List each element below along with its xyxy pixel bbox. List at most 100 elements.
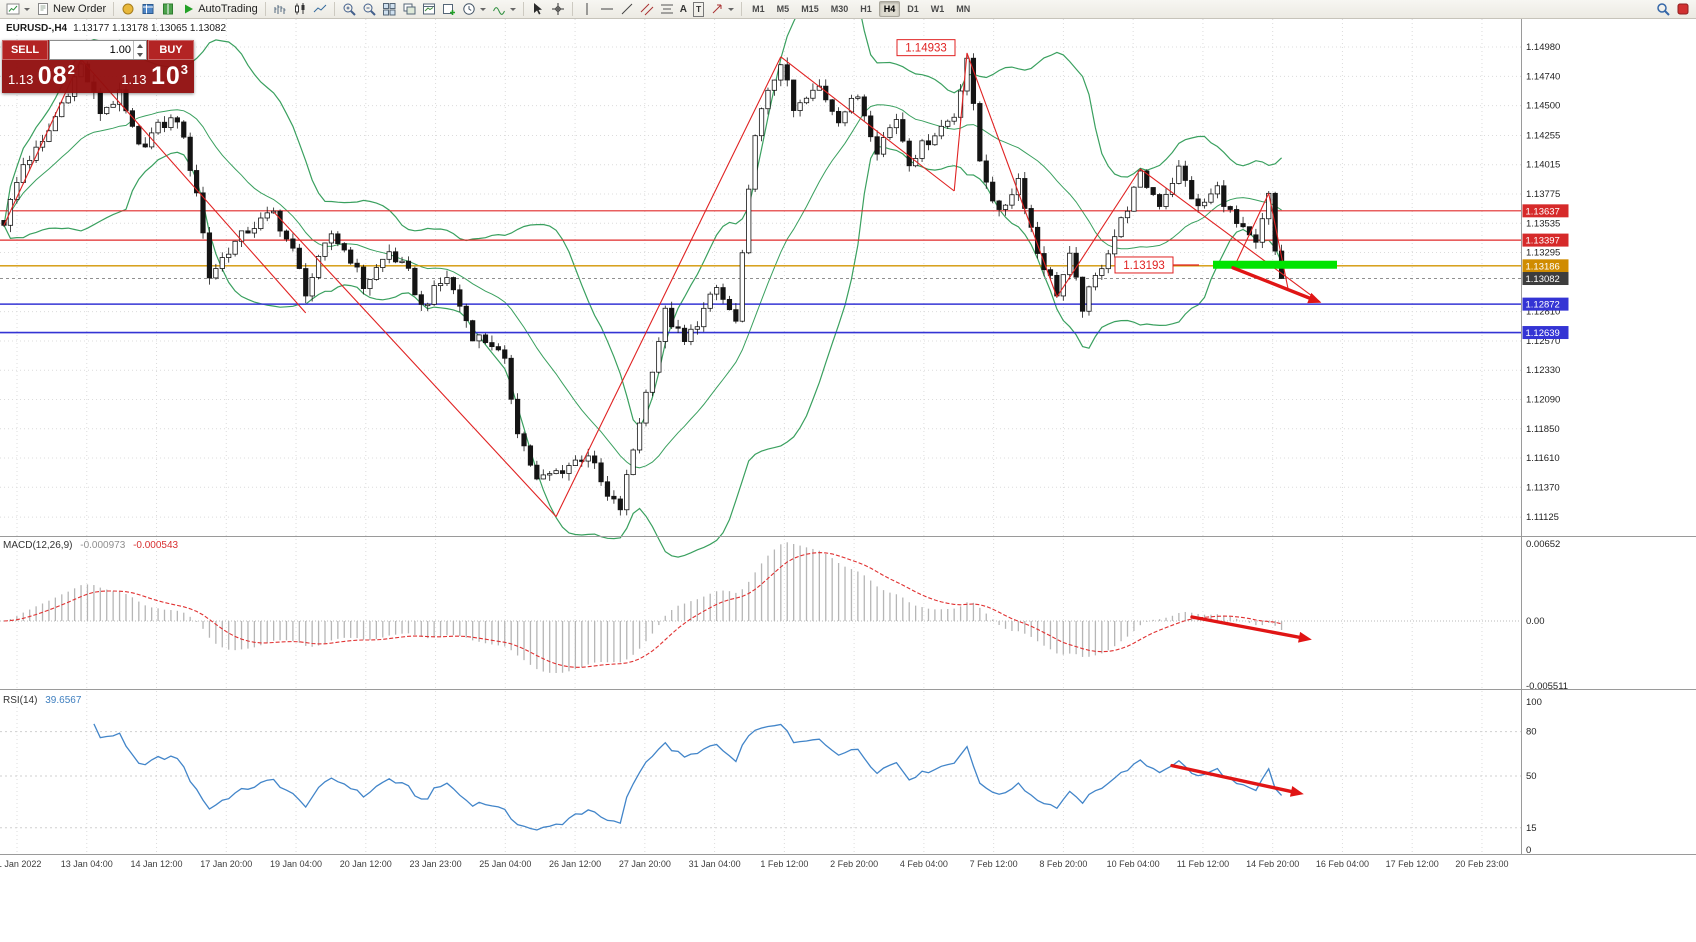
svg-text:14 Feb 20:00: 14 Feb 20:00 bbox=[1246, 859, 1299, 869]
timeframe-mn-button[interactable]: MN bbox=[956, 4, 971, 14]
svg-text:14 Jan 12:00: 14 Jan 12:00 bbox=[130, 859, 182, 869]
svg-text:1.13186: 1.13186 bbox=[1526, 261, 1560, 272]
rsi-title: RSI(14) bbox=[3, 695, 38, 706]
svg-text:1.12872: 1.12872 bbox=[1526, 300, 1560, 311]
cursor-tool-button[interactable] bbox=[529, 1, 547, 18]
zoom-out-button[interactable] bbox=[360, 1, 378, 18]
svg-text:1.14740: 1.14740 bbox=[1526, 71, 1560, 82]
text-tool-button[interactable]: A bbox=[678, 1, 689, 18]
period-dropdown-button[interactable] bbox=[460, 1, 488, 18]
clock-icon bbox=[463, 3, 475, 15]
timeframe-h1-button[interactable]: H1 bbox=[860, 4, 872, 14]
label-tool-button[interactable]: T bbox=[691, 1, 706, 18]
svg-text:1.11125: 1.11125 bbox=[1526, 512, 1559, 523]
indicators-dropdown-button[interactable] bbox=[490, 1, 518, 18]
timeframe-w1-button[interactable]: W1 bbox=[930, 4, 945, 14]
volume-stepper bbox=[133, 41, 146, 59]
svg-text:16 Feb 04:00: 16 Feb 04:00 bbox=[1316, 859, 1369, 869]
svg-text:1.14500: 1.14500 bbox=[1526, 101, 1560, 112]
trendline-tool-button[interactable] bbox=[618, 1, 636, 18]
chart-canvas[interactable]: 11 Jan 2022 13 Jan 04:00 14 Jan 12:00 17 Ja… bbox=[0, 19, 1696, 889]
new-chart-button[interactable] bbox=[4, 1, 32, 18]
one-click-trading-panel: SELL BUY 1.13 082 1.13 103 bbox=[2, 40, 194, 93]
separator bbox=[741, 2, 743, 16]
svg-text:1.11370: 1.11370 bbox=[1526, 482, 1560, 493]
macd-signal-value: -0.000543 bbox=[133, 540, 179, 551]
svg-text:11 Jan 2022: 11 Jan 2022 bbox=[0, 859, 41, 869]
red-badge-icon bbox=[1677, 3, 1689, 15]
new-order-button[interactable]: New Order bbox=[34, 1, 108, 18]
volume-up-button[interactable] bbox=[134, 41, 146, 50]
book-icon bbox=[163, 3, 174, 15]
zoom-in-icon bbox=[343, 3, 356, 16]
svg-text:17 Jan 20:00: 17 Jan 20:00 bbox=[200, 859, 252, 869]
chevron-down-icon bbox=[479, 7, 486, 11]
chart-window-button[interactable] bbox=[420, 1, 438, 18]
quotes-button[interactable] bbox=[1674, 1, 1692, 18]
svg-text:20 Feb 23:00: 20 Feb 23:00 bbox=[1455, 859, 1508, 869]
coin-icon bbox=[122, 3, 134, 15]
new-window-button[interactable] bbox=[440, 1, 458, 18]
arrow-shape-icon bbox=[712, 4, 722, 14]
svg-text:13 Jan 04:00: 13 Jan 04:00 bbox=[61, 859, 113, 869]
svg-text:25 Jan 04:00: 25 Jan 04:00 bbox=[479, 859, 531, 869]
search-button[interactable] bbox=[1654, 1, 1672, 18]
separator bbox=[333, 2, 335, 16]
chart-window: 11 Jan 2022 13 Jan 04:00 14 Jan 12:00 17 Ja… bbox=[0, 19, 1696, 942]
timeframe-m30-button[interactable]: M30 bbox=[830, 4, 849, 14]
zoom-out-icon bbox=[363, 3, 376, 16]
separator bbox=[571, 2, 573, 16]
arrows-tool-button[interactable] bbox=[708, 1, 736, 18]
sell-button[interactable]: SELL bbox=[2, 40, 48, 60]
svg-text:1 Feb 12:00: 1 Feb 12:00 bbox=[760, 859, 808, 869]
macd-main-value: -0.000973 bbox=[80, 540, 126, 551]
chart-window-icon bbox=[422, 3, 435, 15]
volume-down-button[interactable] bbox=[134, 50, 146, 59]
text-tool-label: A bbox=[679, 3, 687, 15]
symbol-title: EURUSD-,H4 bbox=[6, 23, 68, 34]
svg-text:1.12330: 1.12330 bbox=[1526, 365, 1560, 376]
line-chart-button[interactable] bbox=[311, 1, 329, 18]
triangle-down-icon bbox=[137, 52, 143, 57]
timeframe-m15-button[interactable]: M15 bbox=[801, 4, 819, 14]
ask-price: 1.13 103 bbox=[121, 62, 188, 90]
play-icon bbox=[185, 4, 194, 14]
channel-tool-button[interactable] bbox=[638, 1, 656, 18]
svg-text:-0.005511: -0.005511 bbox=[1526, 681, 1568, 692]
vertical-line-tool-button[interactable] bbox=[578, 1, 596, 18]
zoom-in-button[interactable] bbox=[340, 1, 358, 18]
bar-chart-button[interactable] bbox=[271, 1, 289, 18]
svg-text:1.12090: 1.12090 bbox=[1526, 394, 1560, 405]
horizontal-line-tool-button[interactable] bbox=[598, 1, 616, 18]
crosshair-tool-button[interactable] bbox=[549, 1, 567, 18]
navigator-button[interactable] bbox=[159, 1, 177, 18]
autotrading-button[interactable]: AutoTrading bbox=[179, 1, 260, 18]
timeframe-m1-button[interactable]: M1 bbox=[752, 4, 765, 14]
autotrading-label: AutoTrading bbox=[198, 3, 258, 15]
ohlc-readout: 1.13177 1.13178 1.13065 1.13082 bbox=[73, 23, 227, 34]
rsi-label: RSI(14) 39.6567 bbox=[3, 695, 82, 706]
symbol-readout: EURUSD-,H4 1.13177 1.13178 1.13065 1.1308… bbox=[6, 23, 226, 34]
charts-profile-button[interactable] bbox=[119, 1, 137, 18]
svg-text:1.14980: 1.14980 bbox=[1526, 42, 1560, 53]
chevron-down-icon bbox=[24, 7, 30, 11]
fibonacci-tool-button[interactable] bbox=[658, 1, 676, 18]
svg-text:100: 100 bbox=[1526, 697, 1542, 708]
timeframe-d1-button[interactable]: D1 bbox=[907, 4, 919, 14]
svg-text:15: 15 bbox=[1526, 823, 1537, 834]
timeframe-m5-button[interactable]: M5 bbox=[776, 4, 790, 14]
tile-windows-button[interactable] bbox=[380, 1, 398, 18]
timeframe-h4-button[interactable]: H4 bbox=[878, 1, 901, 17]
svg-text:1.12810: 1.12810 bbox=[1526, 307, 1560, 318]
svg-text:0: 0 bbox=[1526, 845, 1531, 856]
market-watch-icon bbox=[142, 4, 154, 14]
new-window-icon bbox=[442, 4, 455, 15]
top-toolbar: New Order AutoTrading bbox=[0, 0, 1696, 19]
buy-button[interactable]: BUY bbox=[148, 40, 194, 60]
svg-text:17 Feb 12:00: 17 Feb 12:00 bbox=[1386, 859, 1439, 869]
candlestick-chart-button[interactable] bbox=[291, 1, 309, 18]
market-watch-button[interactable] bbox=[139, 1, 157, 18]
cascade-windows-button[interactable] bbox=[400, 1, 418, 18]
volume-input[interactable] bbox=[50, 41, 133, 59]
separator bbox=[264, 2, 266, 16]
